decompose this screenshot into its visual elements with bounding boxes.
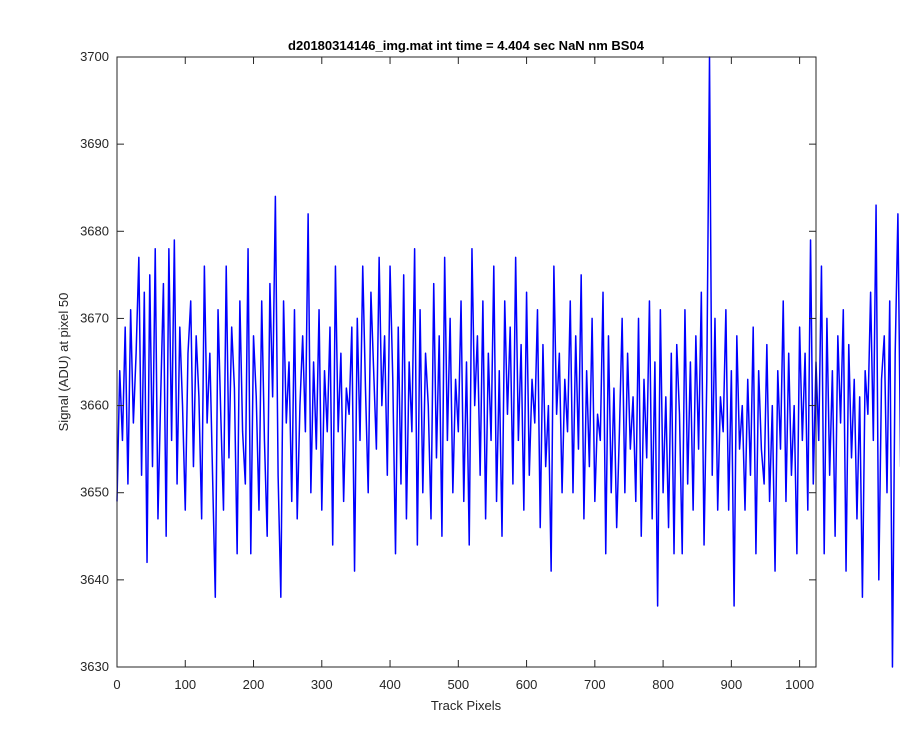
x-tick-label: 700 [584, 677, 606, 692]
x-tick-label: 1000 [785, 677, 814, 692]
x-tick-label: 0 [113, 677, 120, 692]
x-tick-label: 400 [379, 677, 401, 692]
x-tick-label: 600 [516, 677, 538, 692]
x-tick-label: 900 [721, 677, 743, 692]
y-tick-label: 3690 [80, 136, 109, 151]
y-tick-label: 3680 [80, 223, 109, 238]
y-tick-label: 3630 [80, 659, 109, 674]
x-tick-label: 300 [311, 677, 333, 692]
y-tick-label: 3700 [80, 49, 109, 64]
x-tick-label: 100 [174, 677, 196, 692]
x-tick-label: 200 [243, 677, 265, 692]
x-axis-title: Track Pixels [431, 698, 502, 713]
x-tick-label: 800 [652, 677, 674, 692]
axes-box [116, 56, 817, 668]
chart-title: d20180314146_img.mat int time = 4.404 se… [288, 38, 645, 53]
y-tick-label: 3660 [80, 398, 109, 413]
series-line-0 [116, 56, 900, 668]
series-layer [116, 56, 900, 668]
x-tick-label: 500 [447, 677, 469, 692]
x-axis: 0 100 200 300 400 500 600 700 800 900 1000 [113, 57, 814, 692]
y-axis-title: Signal (ADU) at pixel 50 [56, 293, 71, 432]
y-tick-label: 3640 [80, 572, 109, 587]
y-axis: 3630 3640 3650 3660 3670 3680 3690 3700 [80, 49, 816, 674]
y-tick-label: 3670 [80, 310, 109, 325]
y-tick-label: 3650 [80, 485, 109, 500]
